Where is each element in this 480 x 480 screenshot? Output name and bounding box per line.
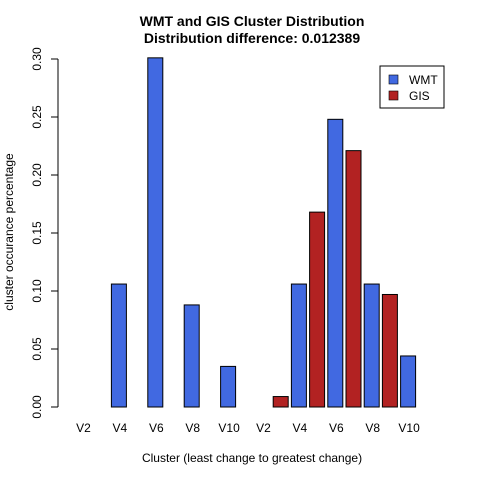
y-tick-label: 0.00 xyxy=(30,395,44,419)
legend-label-wmt: WMT xyxy=(409,73,438,87)
chart-title: WMT and GIS Cluster Distribution xyxy=(140,13,365,29)
legend-box xyxy=(379,65,445,109)
bar-g2-7 xyxy=(363,283,380,408)
bar-g1-7 xyxy=(183,304,200,408)
x-tick-label: V4 xyxy=(113,421,128,435)
bar-g2-6 xyxy=(345,150,362,408)
x-tick-label: V10 xyxy=(398,421,420,435)
bar-g2-9 xyxy=(400,355,417,408)
legend: WMT GIS xyxy=(379,65,445,109)
chart-subtitle: Distribution difference: 0.012389 xyxy=(144,30,361,46)
x-axis-label: Cluster (least change to greatest change… xyxy=(142,451,362,465)
x-tick-label: V2 xyxy=(76,421,91,435)
y-tick-label: 0.20 xyxy=(30,163,44,187)
x-tick-label: V8 xyxy=(185,421,200,435)
x-tick-label: V4 xyxy=(293,421,308,435)
y-tick-label: 0.30 xyxy=(30,47,44,71)
bar-g2-2 xyxy=(272,396,289,408)
x-axis-ticks: V2 V4 V6 V8 V10 V2 V4 V6 V8 V10 xyxy=(76,421,420,435)
x-tick-label: V10 xyxy=(218,421,240,435)
y-axis: 0.00 0.05 0.10 0.15 0.20 0.25 0.30 xyxy=(30,47,59,419)
x-tick-label: V8 xyxy=(365,421,380,435)
legend-label-gis: GIS xyxy=(409,89,430,103)
y-tick-label: 0.05 xyxy=(30,337,44,361)
legend-swatch-gis xyxy=(388,90,399,101)
x-tick-label: V2 xyxy=(256,421,271,435)
bar-g1-3 xyxy=(110,283,127,408)
x-tick-label: V6 xyxy=(329,421,344,435)
bar-g1-5 xyxy=(147,57,164,408)
y-tick-label: 0.25 xyxy=(30,105,44,129)
y-tick-label: 0.10 xyxy=(30,279,44,303)
y-axis-label: cluster occurance percentage xyxy=(2,153,16,311)
bars xyxy=(110,57,417,408)
bar-g2-3 xyxy=(290,283,307,408)
bar-g2-8 xyxy=(381,293,398,408)
x-tick-label: V6 xyxy=(149,421,164,435)
y-tick-label: 0.15 xyxy=(30,221,44,245)
bar-g2-4 xyxy=(309,211,326,408)
bar-g1-9 xyxy=(220,365,237,408)
legend-swatch-wmt xyxy=(388,74,399,85)
bar-g2-5 xyxy=(327,118,344,408)
